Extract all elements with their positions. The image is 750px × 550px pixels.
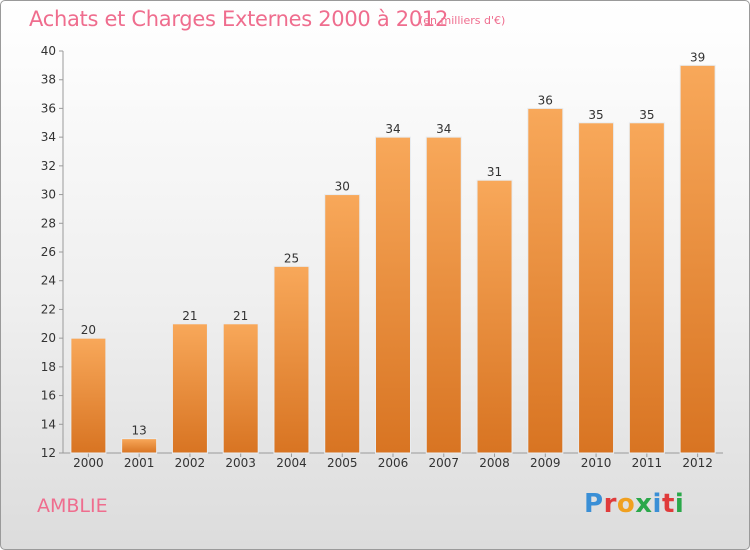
x-tick-label: 2008	[479, 456, 510, 470]
y-tick-label: 24	[41, 274, 56, 288]
x-tick-label: 2001	[124, 456, 155, 470]
y-tick-label: 18	[41, 360, 56, 374]
bar-value-label: 25	[284, 251, 299, 265]
unit-note: (en milliers d'€)	[419, 14, 506, 27]
bar	[171, 323, 208, 454]
x-tick-label: 2009	[530, 456, 561, 470]
y-tick-label: 28	[41, 216, 56, 230]
y-tick-label: 26	[41, 245, 56, 259]
x-tick-label: 2006	[378, 456, 409, 470]
commune-name: AMBLIE	[37, 495, 108, 517]
chart-title: Achats et Charges Externes 2000 à 2012	[29, 7, 449, 31]
logo-letter: i	[652, 489, 662, 519]
bar	[273, 265, 310, 454]
bar-value-label: 30	[335, 180, 350, 194]
x-tick-label: 2000	[73, 456, 104, 470]
bars	[70, 64, 716, 454]
y-tick-label: 30	[41, 188, 56, 202]
y-tick-label: 14	[41, 417, 56, 431]
bar-value-label: 21	[233, 309, 248, 323]
y-tick-label: 40	[41, 44, 56, 58]
y-tick-label: 34	[41, 130, 56, 144]
bar	[476, 179, 513, 454]
axes: 12 14 16 18 20 22 24 26 28 30 32 34 36 38 40	[41, 44, 723, 460]
x-tick-label: 2005	[327, 456, 358, 470]
bar-value-label: 31	[487, 165, 502, 179]
y-tick-label: 20	[41, 331, 56, 345]
bar	[578, 122, 615, 454]
y-tick-label: 36	[41, 101, 56, 115]
bar-value-label: 34	[436, 122, 451, 136]
x-tick-label: 2011	[632, 456, 663, 470]
bar-value-label: 20	[81, 323, 96, 337]
proxiti-logo: Proxiti	[584, 489, 684, 519]
bar	[70, 337, 107, 454]
x-tick-label: 2012	[682, 456, 713, 470]
logo-letter: P	[584, 489, 604, 519]
logo-letter: x	[635, 489, 653, 519]
bar	[121, 438, 158, 454]
x-tick-label: 2002	[175, 456, 206, 470]
bar	[222, 323, 259, 454]
logo-letter: t	[661, 489, 675, 519]
bar	[375, 136, 411, 454]
bar-value-label: 35	[588, 108, 603, 122]
logo-letter: o	[616, 489, 636, 519]
bar-value-label: 35	[639, 108, 654, 122]
x-tick-label: 2007	[428, 456, 459, 470]
bar-value-label: 13	[132, 424, 147, 438]
bar-value-label: 36	[538, 93, 553, 107]
x-tick-label: 2010	[581, 456, 612, 470]
bar-value-label: 21	[182, 309, 197, 323]
bar	[425, 136, 462, 454]
bar	[679, 64, 716, 454]
logo-letter: r	[603, 489, 617, 519]
bar-value-label: 34	[385, 122, 400, 136]
labels: 20 2000 13 2001 21 2002 21 2003 25 2004 30 2005 34 20…	[73, 50, 713, 470]
logo-letter: i	[674, 489, 685, 519]
y-tick-label: 12	[41, 446, 56, 460]
y-tick-label: 22	[41, 302, 56, 316]
y-tick-label: 38	[41, 73, 56, 87]
y-tick-label: 16	[41, 389, 56, 403]
y-tick-label: 32	[41, 159, 56, 173]
bar	[324, 194, 361, 454]
bar	[628, 122, 665, 454]
bar	[527, 107, 564, 454]
bar-value-label: 39	[690, 50, 705, 64]
x-tick-label: 2004	[276, 456, 307, 470]
x-tick-label: 2003	[225, 456, 256, 470]
